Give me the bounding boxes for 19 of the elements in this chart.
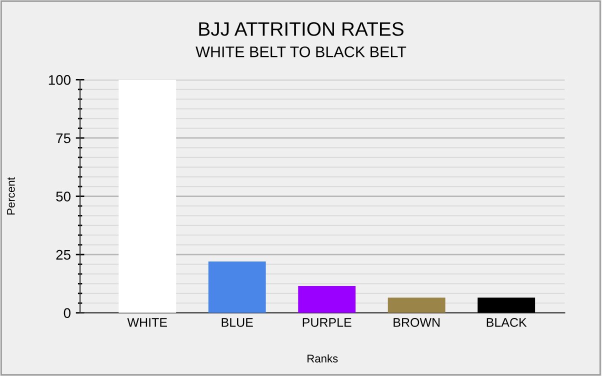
bar [298, 286, 356, 313]
x-tick-label: PURPLE [302, 318, 352, 327]
x-axis-title: Ranks [308, 354, 338, 363]
bar [208, 262, 266, 313]
bar [388, 298, 446, 313]
x-tick-label: BROWN [394, 318, 440, 327]
x-tick-label: BLACK [486, 318, 527, 327]
bar [478, 298, 536, 313]
y-tick-label: 100 [48, 75, 70, 85]
y-tick-label: 0 [64, 308, 70, 318]
y-axis-title: Percent [7, 177, 15, 215]
y-tick-label: 50 [56, 192, 70, 202]
y-tick-label: 75 [56, 133, 70, 144]
x-tick-label: WHITE [127, 318, 167, 327]
chart-subtitle: WHITE BELT TO BLACK BELT [196, 46, 406, 58]
chart-title: BJJ ATTRITION RATES [199, 22, 404, 36]
y-tick-label: 25 [56, 250, 70, 260]
x-tick-label: BLUE [222, 318, 253, 327]
bar [118, 80, 176, 313]
